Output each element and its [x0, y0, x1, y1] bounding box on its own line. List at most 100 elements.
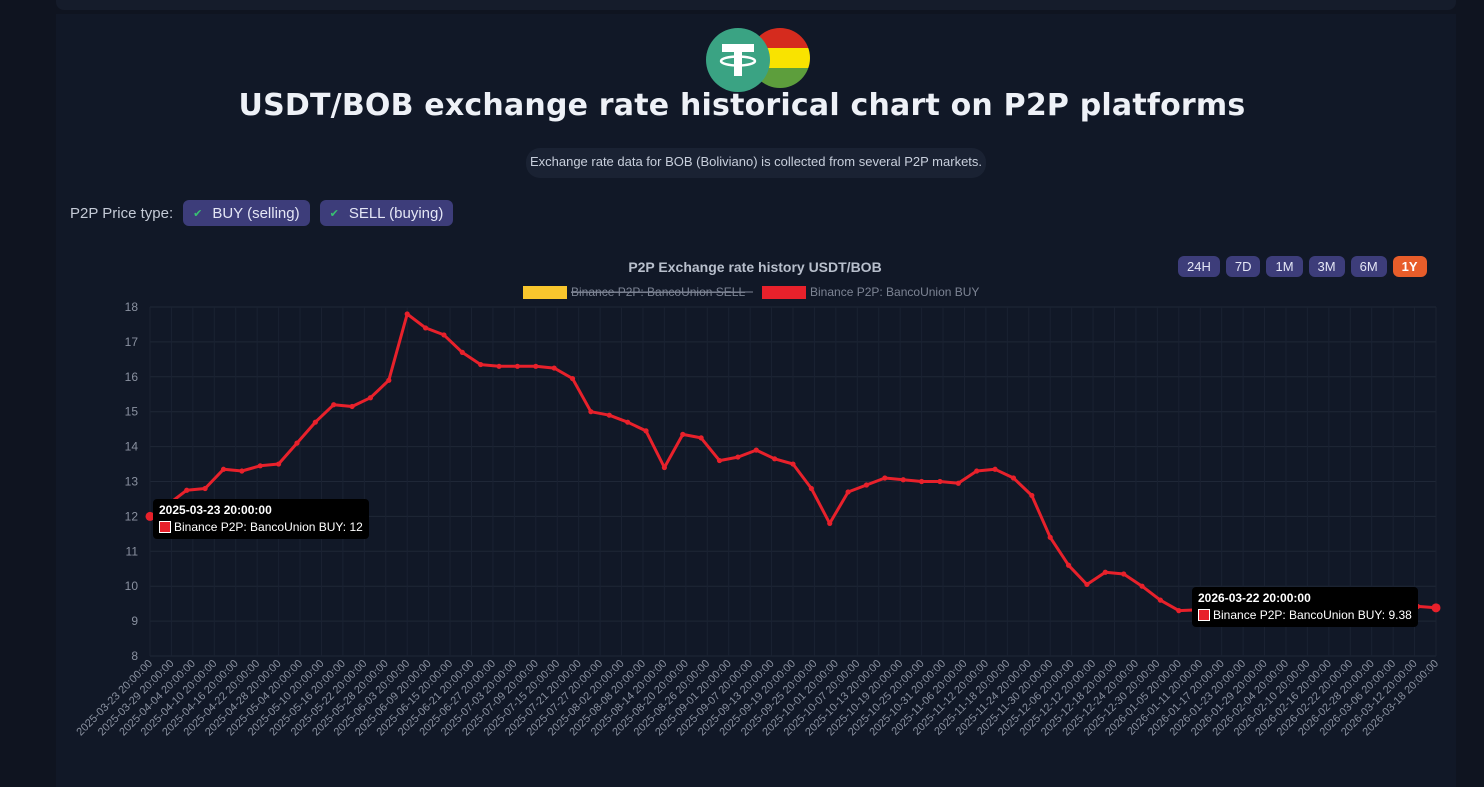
- page-title: USDT/BOB exchange rate historical chart …: [238, 88, 1246, 123]
- check-icon: ✔: [193, 207, 203, 220]
- data-point: [367, 395, 374, 401]
- tooltip-end-text: Binance P2P: BancoUnion BUY: 9.38: [1213, 608, 1412, 622]
- range-1y-button[interactable]: 1Y: [1392, 256, 1427, 277]
- y-tick-label: 10: [125, 579, 139, 593]
- data-point: [992, 466, 998, 472]
- data-point: [276, 461, 282, 467]
- data-point: [643, 428, 649, 434]
- buy-filter-label: BUY (selling): [212, 204, 300, 222]
- sell-filter-label: SELL (buying): [348, 204, 444, 222]
- buy-filter-toggle[interactable]: ✔ BUY (selling): [183, 200, 310, 226]
- page-subtitle: Exchange rate data for BOB (Boliviano) i…: [526, 148, 986, 178]
- price-type-label: P2P Price type:: [70, 204, 174, 222]
- y-tick-label: 15: [125, 405, 139, 419]
- data-point: [239, 468, 245, 474]
- data-point: [882, 475, 888, 481]
- data-point: [202, 485, 208, 492]
- data-point: [1121, 571, 1127, 577]
- data-point: [863, 482, 870, 488]
- legend-buy-label[interactable]: Binance P2P: BancoUnion BUY: [810, 285, 979, 299]
- data-point: [937, 478, 943, 485]
- range-24h-button[interactable]: 24H: [1178, 256, 1220, 277]
- data-point: [1139, 583, 1145, 589]
- data-point: [827, 520, 833, 526]
- data-point: [698, 435, 704, 441]
- data-point: [716, 457, 723, 464]
- y-tick-label: 14: [125, 440, 139, 454]
- data-point: [331, 402, 337, 408]
- tooltip-end: 2026-03-22 20:00:00 Binance P2P: BancoUn…: [1192, 587, 1418, 627]
- data-point: [955, 480, 961, 486]
- highlight-point[interactable]: [1431, 603, 1441, 613]
- data-point: [680, 431, 686, 437]
- tether-logo: [706, 28, 770, 92]
- data-point: [514, 363, 521, 369]
- data-point: [349, 403, 355, 410]
- tooltip-swatch: [1198, 609, 1210, 621]
- data-point: [1010, 475, 1017, 481]
- y-tick-label: 12: [125, 509, 139, 523]
- data-point: [533, 363, 539, 369]
- data-point: [753, 447, 759, 453]
- data-point: [569, 375, 576, 382]
- data-point: [900, 477, 906, 483]
- data-point: [478, 361, 484, 368]
- data-point: [404, 311, 410, 317]
- data-point: [312, 419, 318, 425]
- time-range-selector: 24H 7D 1M 3M 6M 1Y: [1178, 256, 1433, 277]
- data-point: [459, 349, 465, 355]
- data-point: [661, 464, 668, 471]
- data-point: [1102, 569, 1108, 575]
- y-tick-label: 8: [131, 649, 138, 663]
- y-tick-label: 18: [125, 300, 139, 314]
- data-point: [808, 485, 814, 492]
- range-7d-button[interactable]: 7D: [1225, 256, 1261, 277]
- data-point: [422, 325, 429, 331]
- y-tick-label: 11: [126, 544, 139, 558]
- data-point: [1176, 608, 1182, 614]
- y-tick-label: 16: [125, 370, 139, 384]
- y-tick-label: 13: [125, 475, 139, 489]
- check-icon: ✔: [329, 207, 339, 220]
- data-point: [294, 440, 300, 446]
- data-point: [257, 463, 263, 469]
- range-1m-button[interactable]: 1M: [1266, 256, 1303, 277]
- data-point: [441, 332, 447, 338]
- data-point: [1084, 581, 1090, 588]
- data-point: [551, 365, 557, 371]
- y-tick-label: 9: [131, 614, 138, 628]
- data-point: [790, 461, 796, 467]
- chart-panel: [56, 14, 1456, 787]
- data-point: [625, 419, 631, 425]
- data-point: [1157, 597, 1164, 603]
- data-point: [974, 468, 980, 474]
- data-point: [220, 466, 227, 472]
- sell-filter-toggle[interactable]: ✔ SELL (buying): [319, 200, 454, 226]
- y-tick-label: 17: [125, 335, 139, 349]
- data-point: [1065, 562, 1072, 568]
- data-point: [588, 409, 594, 415]
- data-point: [845, 489, 851, 495]
- data-point: [606, 412, 612, 418]
- data-point: [772, 456, 778, 462]
- tooltip-end-title: 2026-03-22 20:00:00: [1198, 591, 1311, 605]
- data-point: [1047, 534, 1053, 540]
- data-point: [496, 363, 502, 369]
- legend-sell-swatch[interactable]: [523, 286, 567, 299]
- legend-buy-swatch[interactable]: [762, 286, 806, 299]
- range-6m-button[interactable]: 6M: [1350, 256, 1387, 277]
- data-point: [1029, 492, 1035, 499]
- data-point: [919, 478, 925, 485]
- chart-title: P2P Exchange rate history USDT/BOB: [628, 259, 881, 275]
- tooltip-start-text: Binance P2P: BancoUnion BUY: 12: [174, 520, 363, 534]
- range-3m-button[interactable]: 3M: [1308, 256, 1345, 277]
- tooltip-start: 2025-03-23 20:00:00 Binance P2P: BancoUn…: [153, 499, 369, 539]
- y-axis: 8 9 10 11 12 13 14 15 16 17 18: [125, 300, 139, 663]
- top-bar: [56, 0, 1456, 10]
- data-point: [386, 377, 392, 383]
- highlight-point[interactable]: [145, 511, 155, 521]
- pair-logo: [706, 28, 810, 98]
- tooltip-start-title: 2025-03-23 20:00:00: [159, 503, 272, 517]
